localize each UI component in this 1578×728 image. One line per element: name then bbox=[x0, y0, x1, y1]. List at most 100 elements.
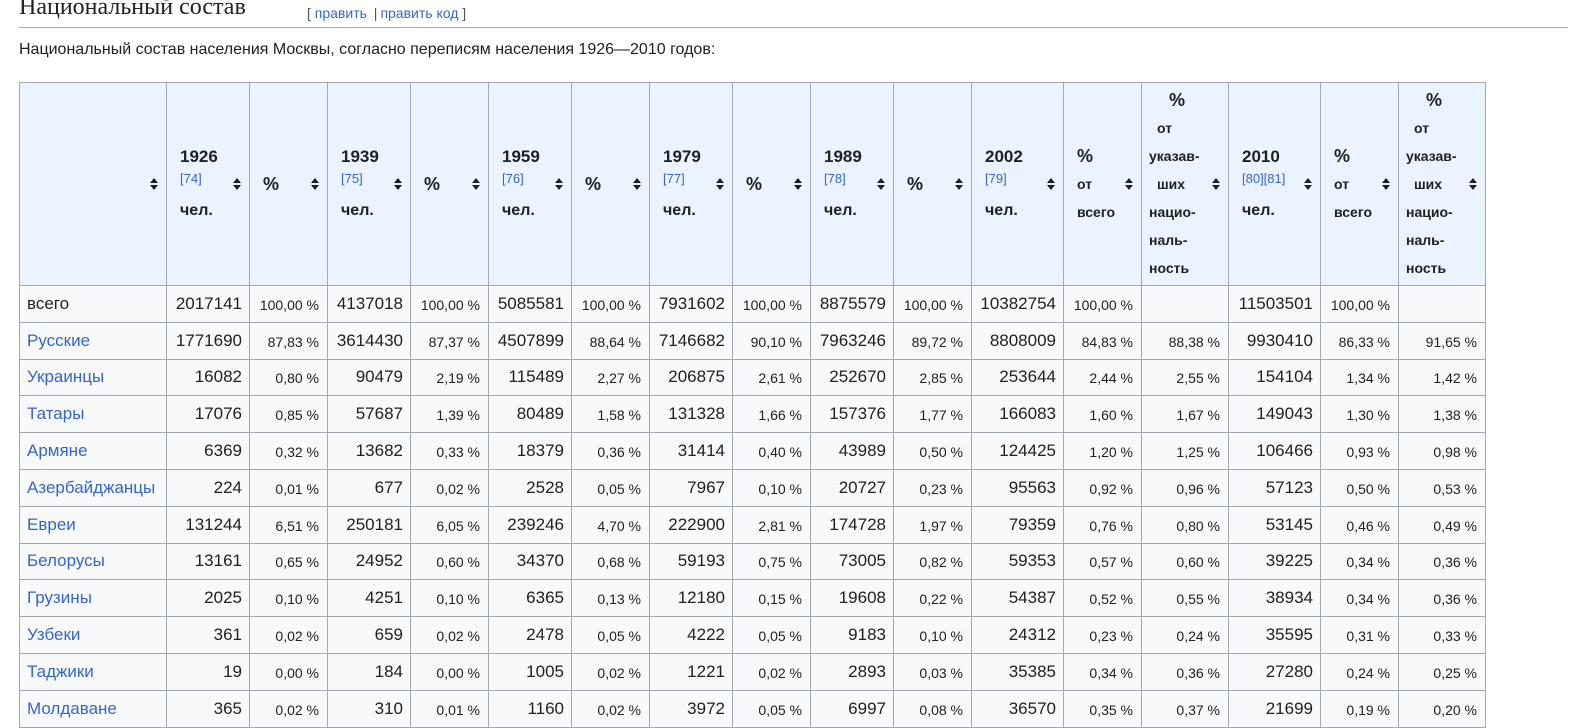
percent-cell: 1,34 % bbox=[1320, 358, 1399, 397]
header-nationality[interactable] bbox=[19, 82, 167, 286]
percent-cell: 0,23 % bbox=[893, 468, 972, 507]
ref-link[interactable]: [80][81] bbox=[1242, 171, 1286, 186]
sort-icon bbox=[233, 178, 242, 190]
count-cell: 13682 bbox=[327, 432, 411, 470]
header-pct-total[interactable]: % от всего bbox=[1063, 82, 1142, 286]
header-2002[interactable]: 2002 [79] чел. bbox=[971, 82, 1064, 286]
sort-icon bbox=[633, 178, 642, 190]
percent-cell: 0,40 % bbox=[732, 432, 811, 470]
count-cell: 131328 bbox=[649, 395, 733, 434]
percent-cell: 0,33 % bbox=[410, 432, 489, 470]
ref-link[interactable]: [79] bbox=[985, 171, 1007, 186]
ref-link[interactable]: [74] bbox=[180, 171, 202, 186]
count-cell: 659 bbox=[327, 616, 411, 654]
nationality-link[interactable]: Узбеки bbox=[27, 625, 81, 645]
percent-cell: 1,97 % bbox=[893, 505, 972, 544]
percent-cell: 0,02 % bbox=[410, 616, 489, 654]
header-1926[interactable]: 1926 [74] чел. bbox=[166, 82, 250, 286]
percent-cell: 2,19 % bbox=[410, 358, 489, 397]
count-cell: 54387 bbox=[971, 579, 1064, 618]
percent-cell: 0,50 % bbox=[1320, 468, 1399, 507]
header-year: 1959 bbox=[502, 147, 540, 166]
percent-cell: 0,98 % bbox=[1398, 432, 1486, 470]
header-pct[interactable]: % bbox=[571, 82, 650, 286]
header-1959[interactable]: 1959 [76] чел. bbox=[488, 82, 572, 286]
ref-link[interactable]: [78] bbox=[824, 171, 846, 186]
count-cell: 6369 bbox=[166, 432, 250, 470]
header-pct[interactable]: % bbox=[249, 82, 328, 286]
count-cell: 310 bbox=[327, 689, 411, 728]
header-row: 1926 [74] чел. % 1939 [75] чел. % 1959 [… bbox=[19, 82, 1486, 286]
percent-cell: 100,00 % bbox=[249, 285, 328, 323]
edit-source-link[interactable]: править код bbox=[380, 5, 459, 21]
percent-cell: 1,20 % bbox=[1063, 432, 1142, 470]
nationality-link[interactable]: Азербайджанцы bbox=[27, 477, 156, 497]
percent-cell: 87,83 % bbox=[249, 321, 328, 360]
count-cell: 19 bbox=[166, 652, 250, 691]
header-1989[interactable]: 1989 [78] чел. bbox=[810, 82, 894, 286]
header-1939[interactable]: 1939 [75] чел. bbox=[327, 82, 411, 286]
nationality-link[interactable]: Татары bbox=[27, 404, 85, 424]
header-pct-declared[interactable]: % от указав- ших нацио- наль- ность bbox=[1141, 82, 1229, 286]
percent-cell: 0,80 % bbox=[249, 358, 328, 397]
nationality-link[interactable]: Белорусы bbox=[27, 551, 105, 571]
table-row: Азербайджанцы 224 0,01 % 677 0,02 % 2528 0,05 … bbox=[19, 468, 1486, 507]
table-row: Украинцы 16082 0,80 % 90479 2,19 % 115489 2,27… bbox=[19, 358, 1486, 397]
header-pct-total[interactable]: % от всего bbox=[1320, 82, 1399, 286]
percent-cell: 1,25 % bbox=[1141, 432, 1229, 470]
nationality-link[interactable]: Молдаване bbox=[27, 698, 117, 718]
count-cell: 53145 bbox=[1228, 505, 1321, 544]
nationality-link[interactable]: Грузины bbox=[27, 588, 92, 608]
nationality-link[interactable]: Армяне bbox=[27, 441, 88, 461]
percent-cell: 0,57 % bbox=[1063, 542, 1142, 581]
count-cell: 166083 bbox=[971, 395, 1064, 434]
count-cell: 2893 bbox=[810, 652, 894, 691]
percent-cell: 0,10 % bbox=[249, 579, 328, 618]
count-cell: 677 bbox=[327, 468, 411, 507]
percent-cell: 0,55 % bbox=[1141, 579, 1229, 618]
percent-cell: 0,10 % bbox=[410, 579, 489, 618]
nationality-link[interactable]: Таджики bbox=[27, 661, 94, 681]
edit-link[interactable]: править bbox=[314, 5, 367, 21]
header-pct[interactable]: % bbox=[410, 82, 489, 286]
table-row: Грузины 2025 0,10 % 4251 0,10 % 6365 0,13 % 121… bbox=[19, 579, 1486, 618]
percent-cell: 0,15 % bbox=[732, 579, 811, 618]
edit-separator: | bbox=[373, 5, 378, 21]
count-cell: 250181 bbox=[327, 505, 411, 544]
count-cell: 6997 bbox=[810, 689, 894, 728]
count-cell: 18379 bbox=[488, 432, 572, 470]
header-pct[interactable]: % bbox=[732, 82, 811, 286]
percent-cell: 1,58 % bbox=[571, 395, 650, 434]
percent-cell: 89,72 % bbox=[893, 321, 972, 360]
percent-cell: 0,31 % bbox=[1320, 616, 1399, 654]
percent-cell: 0,75 % bbox=[732, 542, 811, 581]
count-cell: 73005 bbox=[810, 542, 894, 581]
table-row: Татары 17076 0,85 % 57687 1,39 % 80489 1,58 % 1… bbox=[19, 395, 1486, 434]
header-1979[interactable]: 1979 [77] чел. bbox=[649, 82, 733, 286]
percent-cell: 0,24 % bbox=[1141, 616, 1229, 654]
nationality-link[interactable]: Русские bbox=[27, 330, 91, 350]
nationality-link[interactable]: Евреи bbox=[27, 514, 76, 534]
header-year: 1989 bbox=[824, 147, 862, 166]
header-2010[interactable]: 2010 [80][81] чел. bbox=[1228, 82, 1321, 286]
count-cell: 35385 bbox=[971, 652, 1064, 691]
count-cell: 13161 bbox=[166, 542, 250, 581]
ref-link[interactable]: [75] bbox=[341, 171, 363, 186]
percent-cell: 0,25 % bbox=[1398, 652, 1486, 691]
header-pct[interactable]: % bbox=[893, 82, 972, 286]
percent-cell: 0,34 % bbox=[1320, 542, 1399, 581]
percent-cell: 100,00 % bbox=[571, 285, 650, 323]
edit-bracket-open: [ bbox=[307, 5, 311, 21]
edit-section-links: [ править | править код ] bbox=[307, 5, 466, 21]
percent-cell: 0,24 % bbox=[1320, 652, 1399, 691]
ref-link[interactable]: [76] bbox=[502, 171, 524, 186]
percent-cell: 0,22 % bbox=[893, 579, 972, 618]
header-pct-declared[interactable]: % от указав- ших нацио- наль- ность bbox=[1398, 82, 1486, 286]
count-cell: 59193 bbox=[649, 542, 733, 581]
percent-cell: 0,36 % bbox=[571, 432, 650, 470]
header-year: 1979 bbox=[663, 147, 701, 166]
percent-cell: 0,34 % bbox=[1063, 652, 1142, 691]
nationality-link[interactable]: Украинцы bbox=[27, 367, 105, 387]
ref-link[interactable]: [77] bbox=[663, 171, 685, 186]
count-cell: 12180 bbox=[649, 579, 733, 618]
